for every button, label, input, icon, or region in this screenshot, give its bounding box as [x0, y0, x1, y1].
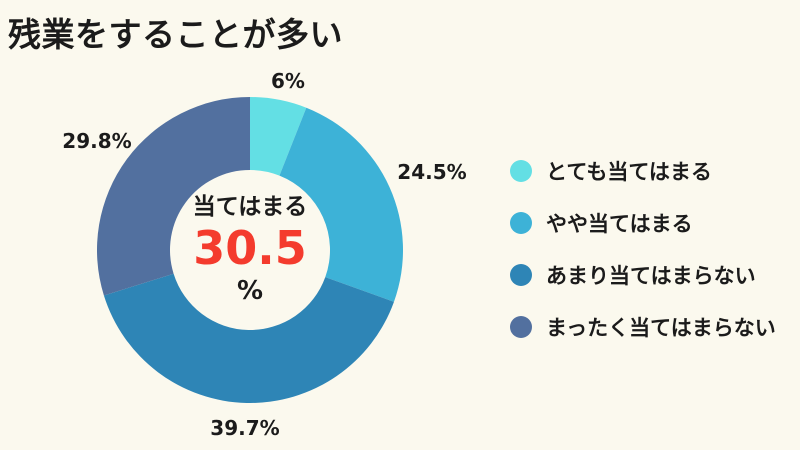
legend-item-yaya: やや当てはまる	[510, 212, 776, 236]
legend-label: とても当てはまる	[546, 160, 712, 184]
legend: とても当てはまる やや当てはまる あまり当てはまらない まったく当てはまらない	[510, 160, 776, 368]
legend-swatch-totemo-icon	[510, 160, 532, 182]
donut-segment-3	[97, 97, 250, 296]
donut-segment-2	[103, 273, 394, 403]
legend-swatch-yaya-icon	[510, 212, 532, 234]
slice-label-totemo: 6%	[271, 69, 305, 93]
legend-label: まったく当てはまらない	[546, 316, 776, 340]
center-unit: %	[236, 276, 264, 306]
donut-center-label: 当てはまる 30.5 %	[160, 192, 340, 308]
slice-label-yaya: 24.5%	[397, 160, 467, 184]
donut-segment-1	[279, 107, 403, 302]
legend-label: やや当てはまる	[546, 212, 693, 236]
slice-label-amari: 39.7%	[210, 416, 280, 440]
slice-label-mattaku: 29.8%	[62, 129, 132, 153]
legend-item-amari: あまり当てはまらない	[510, 264, 776, 288]
legend-label: あまり当てはまらない	[546, 264, 756, 288]
donut-segment-0	[250, 97, 307, 176]
legend-item-totemo: とても当てはまる	[510, 160, 776, 184]
donut-svg	[97, 97, 403, 403]
legend-swatch-amari-icon	[510, 264, 532, 286]
center-caption: 当てはまる	[192, 194, 308, 220]
page-title: 残業をすることが多い	[8, 15, 343, 54]
legend-item-mattaku: まったく当てはまらない	[510, 316, 776, 340]
legend-swatch-mattaku-icon	[510, 316, 532, 338]
center-value: 30.5	[193, 221, 307, 275]
